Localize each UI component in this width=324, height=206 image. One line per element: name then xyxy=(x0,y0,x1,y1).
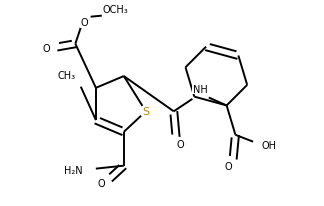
Text: O: O xyxy=(80,18,88,28)
Text: O: O xyxy=(177,139,184,149)
Text: O: O xyxy=(43,44,51,54)
Text: OCH₃: OCH₃ xyxy=(102,5,128,15)
Text: O: O xyxy=(225,161,233,171)
Text: S: S xyxy=(142,107,149,117)
Text: CH₃: CH₃ xyxy=(57,70,75,80)
Text: NH: NH xyxy=(193,84,208,94)
Text: H₂N: H₂N xyxy=(64,165,83,175)
Text: O: O xyxy=(97,178,105,188)
Text: OH: OH xyxy=(262,140,277,150)
